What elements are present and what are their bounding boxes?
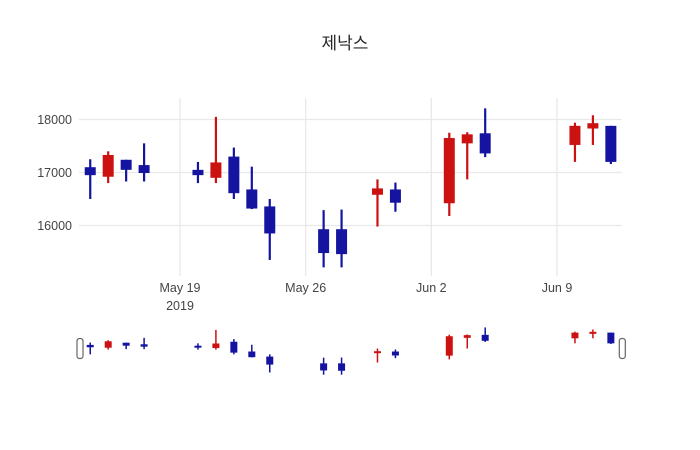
candle-body — [443, 138, 455, 204]
candle — [605, 125, 617, 165]
candle-mini — [589, 329, 597, 339]
candle-mini — [445, 334, 453, 360]
candle — [192, 161, 204, 184]
candle — [210, 116, 222, 184]
candle — [479, 108, 491, 158]
range-slider[interactable] — [76, 327, 626, 375]
candle-body-mini — [373, 351, 381, 354]
candle-mini — [463, 334, 471, 349]
candle-mini — [481, 327, 489, 342]
x-tick-label: May 26 — [285, 281, 326, 295]
candle — [587, 115, 599, 145]
candle-body-mini — [463, 335, 471, 338]
candle — [102, 151, 114, 184]
candle-body-mini — [122, 342, 130, 346]
main-candles — [84, 108, 617, 268]
x-tick-year-label: 2019 — [166, 299, 194, 313]
candle-body-mini — [607, 332, 615, 344]
candle-body-mini — [230, 341, 238, 353]
candle-body-mini — [481, 334, 489, 341]
candle-body-mini — [589, 331, 597, 334]
x-tick-label: May 19 — [160, 281, 201, 295]
candle-body — [246, 189, 258, 209]
candle-body — [228, 156, 240, 194]
candle-body — [120, 159, 132, 170]
candle — [371, 179, 383, 227]
y-axis-ticks: 18000 17000 16000 — [37, 113, 72, 233]
candle-body-mini — [445, 336, 453, 356]
candle-mini — [140, 337, 148, 350]
candle-mini — [122, 342, 130, 350]
x-tick-label: Jun 2 — [416, 281, 447, 295]
grid-layer — [79, 98, 622, 276]
candle-body — [318, 229, 330, 254]
range-slider-right-handle[interactable] — [618, 337, 626, 360]
range-slider-left-handle[interactable] — [76, 337, 84, 360]
candle-mini — [230, 339, 238, 355]
candle-body — [210, 162, 222, 178]
candle-body — [587, 123, 599, 129]
candle-body-mini — [320, 363, 328, 371]
candle-body — [479, 133, 491, 154]
candle-body — [264, 206, 276, 234]
candle-body-mini — [338, 363, 346, 371]
candle — [336, 209, 348, 268]
candle-mini — [104, 340, 112, 350]
y-tick-label: 18000 — [37, 113, 72, 127]
candle-body — [84, 167, 96, 176]
candle — [228, 147, 240, 199]
candle-mini — [607, 332, 615, 344]
chart-title: 제낙스 — [322, 34, 369, 53]
candle-body — [605, 125, 617, 162]
candle-mini — [571, 331, 579, 344]
candle — [461, 132, 473, 180]
candle-body-mini — [571, 332, 579, 339]
candle-mini — [212, 329, 220, 350]
candle-mini — [86, 342, 94, 355]
candle-body-mini — [194, 345, 202, 348]
candle-body-mini — [391, 351, 399, 356]
candle — [246, 166, 258, 210]
candle-body — [336, 229, 348, 255]
y-tick-label: 16000 — [37, 219, 72, 233]
candle-mini — [266, 354, 274, 373]
candle-mini — [248, 344, 256, 358]
y-tick-label: 17000 — [37, 166, 72, 180]
candle-body — [192, 169, 204, 176]
candle — [569, 122, 581, 162]
candle-body — [102, 155, 114, 177]
candle-body-mini — [212, 343, 220, 349]
candle — [84, 159, 96, 199]
candle-body-mini — [140, 344, 148, 347]
candle — [443, 132, 455, 216]
candle — [138, 143, 150, 182]
candle-body-mini — [266, 356, 274, 365]
candle — [264, 199, 276, 260]
candle-body-mini — [104, 341, 112, 348]
candle — [389, 182, 401, 212]
candle-body-mini — [248, 351, 256, 358]
x-axis-ticks: May 19 2019 May 26 Jun 2 Jun 9 — [160, 281, 573, 313]
candle-mini — [338, 357, 346, 375]
candle-mini — [320, 357, 328, 375]
x-tick-label: Jun 9 — [542, 281, 573, 295]
candle — [120, 159, 132, 182]
candle-mini — [194, 343, 202, 350]
candle-body — [389, 189, 401, 203]
candle-body — [138, 165, 150, 174]
candle — [318, 210, 330, 268]
candle-body — [569, 125, 581, 145]
candle-body — [461, 134, 473, 144]
candle-mini — [373, 348, 381, 363]
candle-mini — [391, 349, 399, 359]
candle-body — [371, 188, 383, 195]
candle-body-mini — [86, 344, 94, 348]
